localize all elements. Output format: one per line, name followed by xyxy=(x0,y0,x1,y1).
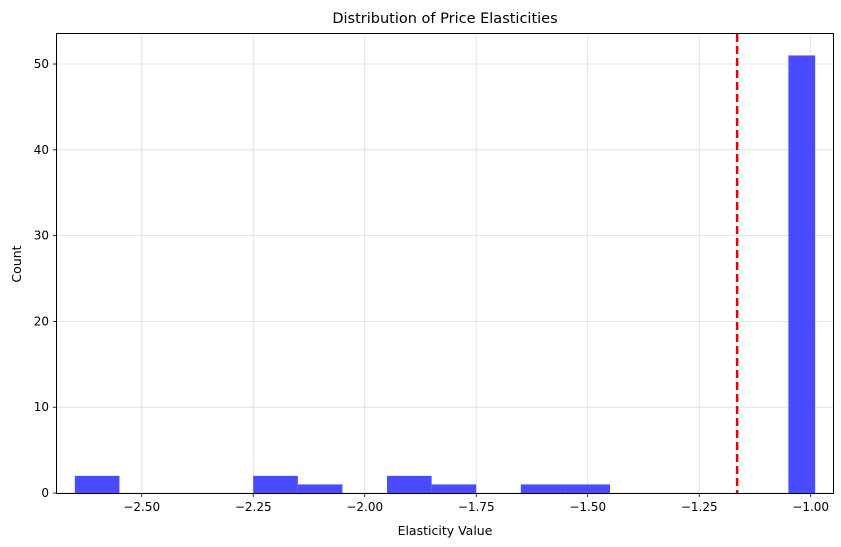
y-tick-label: 50 xyxy=(34,57,49,71)
x-tick-label: −2.00 xyxy=(346,500,383,514)
x-tick-label: −1.75 xyxy=(458,500,495,514)
plot-frame xyxy=(56,33,834,494)
histogram-bar xyxy=(565,484,611,493)
y-tick-label: 10 xyxy=(34,400,49,414)
histogram-bar xyxy=(788,55,816,493)
histogram-bar xyxy=(431,484,477,493)
histogram-bar xyxy=(74,475,120,493)
x-tick-label: −2.50 xyxy=(123,500,160,514)
y-tick-label: 30 xyxy=(34,229,49,243)
y-axis-label: Count xyxy=(9,245,24,282)
x-tick-label: −1.50 xyxy=(569,500,606,514)
y-tick-label: 40 xyxy=(34,143,49,157)
histogram-bar xyxy=(387,475,432,493)
y-tick-label: 20 xyxy=(34,314,49,328)
chart-title: Distribution of Price Elasticities xyxy=(332,11,557,27)
axis-ticks: −2.50 −2.25 −2.00 −1.75 −1.50 −1.25 −1.00 0 10 20… xyxy=(34,57,829,514)
y-tick-label: 0 xyxy=(41,486,49,500)
x-tick-label: −1.25 xyxy=(681,500,718,514)
x-tick-label: −1.00 xyxy=(792,500,829,514)
x-tick-label: −2.25 xyxy=(235,500,272,514)
x-axis-label: Elasticity Value xyxy=(398,523,493,538)
grid-lines xyxy=(57,34,833,494)
histogram-bar xyxy=(253,475,298,493)
histogram-bar xyxy=(297,484,343,493)
histogram-bar xyxy=(520,484,566,493)
histogram-bars xyxy=(74,55,816,493)
